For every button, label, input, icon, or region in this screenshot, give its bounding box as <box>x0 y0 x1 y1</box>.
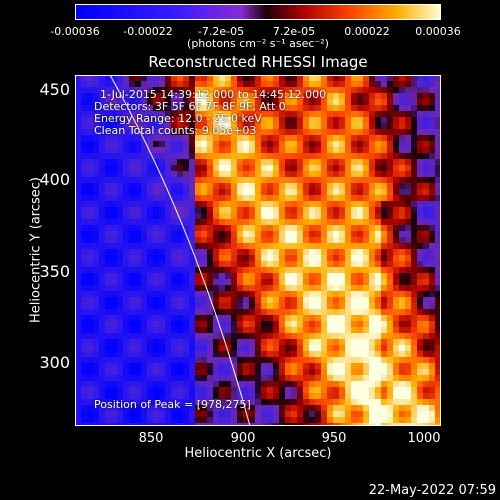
colorbar-tick: -7.2e-05 <box>197 25 245 38</box>
x-tick: 1000 <box>407 431 441 446</box>
detectors-label: Detectors: 3F 5F 6F 7F 8F 9F, Att 0 <box>94 100 286 113</box>
colorbar-units: (photons cm⁻² s⁻¹ asec⁻²) <box>187 37 329 50</box>
y-tick: 300 <box>39 353 70 372</box>
y-axis-label: Heliocentric Y (arcsec) <box>28 177 44 323</box>
time-range-label: 1-Jul-2015 14:39:12.000 to 14:45:12.000 <box>100 88 327 101</box>
x-tick: 950 <box>321 431 347 446</box>
plot-frame <box>75 75 441 426</box>
colorbar-tick: 0.00036 <box>415 25 461 38</box>
counts-label: Clean Total counts: 9.05e+03 <box>94 124 257 137</box>
y-tick: 450 <box>39 80 70 99</box>
render-date: 22-May-2022 07:59 <box>368 483 496 498</box>
energy-range-label: Energy Range: 12.0 - 25.0 keV <box>94 112 262 125</box>
x-axis-label: Heliocentric X (arcsec) <box>184 446 332 461</box>
rhessi-image <box>75 75 441 426</box>
colorbar-tick: -0.00022 <box>123 25 173 38</box>
colorbar <box>75 4 441 20</box>
colorbar-tick: 7.2e-05 <box>272 25 316 38</box>
x-tick: 900 <box>230 431 256 446</box>
x-tick: 850 <box>138 431 164 446</box>
colorbar-tick: -0.00036 <box>50 25 100 38</box>
peak-position-label: Position of Peak = [978,275] <box>94 398 251 411</box>
plot-title: Reconstructed RHESSI Image <box>148 53 368 71</box>
y-tick: 400 <box>39 170 70 189</box>
y-tick: 350 <box>39 262 70 281</box>
solar-limb-curve <box>109 75 251 426</box>
colorbar-tick: 0.00022 <box>344 25 390 38</box>
